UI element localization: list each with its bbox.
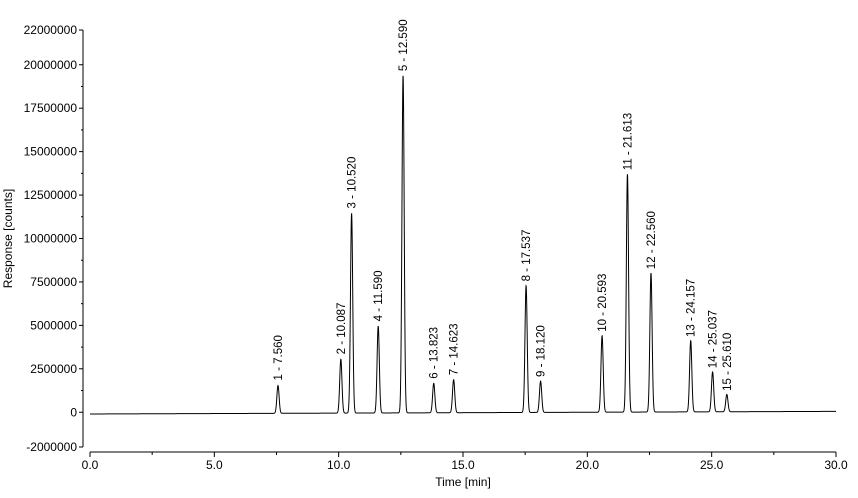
y-axis-title: Response [counts]	[1, 189, 15, 288]
y-tick-label: 7500000	[30, 275, 77, 289]
y-tick-label: 12500000	[24, 188, 78, 202]
y-tick-label: 10000000	[24, 232, 78, 246]
chromatogram-trace	[90, 75, 836, 415]
x-tick-label: 10.0	[327, 458, 351, 472]
y-tick-label: 5000000	[30, 318, 77, 332]
peak-label: 3 - 10.520	[347, 157, 359, 209]
peak-label: 7 - 14.623	[449, 323, 461, 375]
peak-labels: 1 - 7.560 2 - 10.087 3 - 10.520 4 - 11.590 5…	[273, 19, 734, 390]
y-tick-label: 20000000	[24, 58, 78, 72]
x-tick-label: 0.0	[82, 458, 99, 472]
peak-label: 11 - 21.613	[622, 113, 634, 170]
peak-label: 15 - 25.610	[722, 333, 734, 391]
peak-label: 10 - 20.593	[597, 274, 609, 332]
x-axis-title: Time [min]	[435, 475, 491, 489]
peak-label: 8 - 17.537	[521, 230, 533, 282]
peak-label: 14 - 25.037	[708, 310, 720, 368]
peak-label: 5 - 12.590	[398, 19, 410, 71]
x-tick-label: 5.0	[206, 458, 223, 472]
y-tick-label: 0	[70, 405, 77, 419]
x-axis: 0.0 5.0 10.0 15.0 20.0 25.0 30.0	[82, 451, 848, 472]
peak-label: 6 - 13.823	[429, 327, 441, 379]
peak-label: 2 - 10.087	[336, 303, 348, 355]
y-axis: -2000000 0 2500000 5000000 7500000 10000000 12…	[24, 23, 84, 454]
peak-label: 13 - 24.157	[686, 279, 698, 337]
x-tick-label: 15.0	[451, 458, 475, 472]
y-tick-label: 2500000	[30, 362, 77, 376]
peak-label: 9 - 18.120	[536, 325, 548, 377]
x-tick-label: 25.0	[700, 458, 724, 472]
y-tick-label: 15000000	[24, 145, 78, 159]
x-tick-label: 20.0	[576, 458, 600, 472]
y-tick-label: 17500000	[24, 101, 78, 115]
peak-label: 4 - 11.590	[373, 270, 385, 321]
x-tick-label: 30.0	[824, 458, 848, 472]
y-tick-label: -2000000	[26, 440, 77, 454]
peak-label: 1 - 7.560	[273, 335, 285, 380]
y-tick-label: 22000000	[24, 23, 78, 37]
peak-label: 12 - 22.560	[646, 211, 658, 269]
